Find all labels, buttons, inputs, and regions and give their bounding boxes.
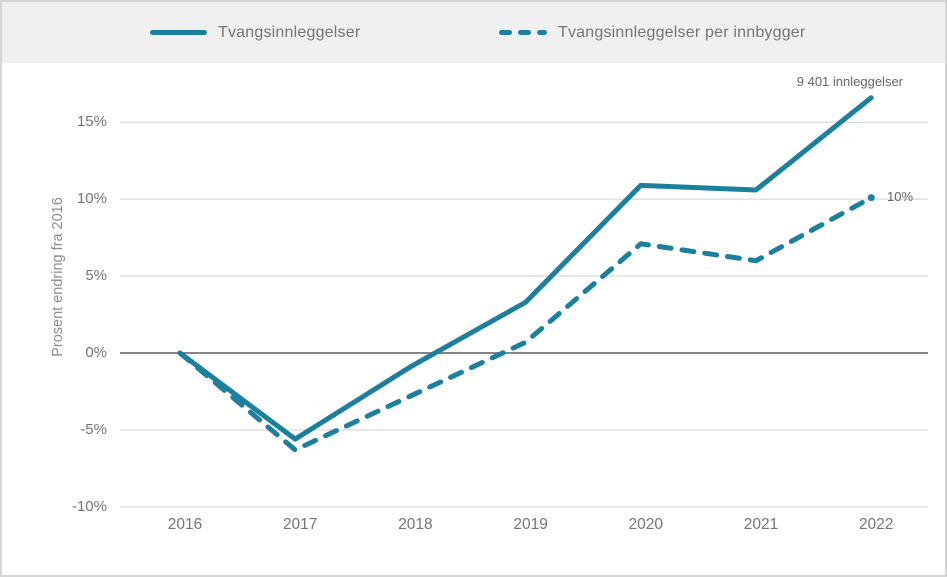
legend-item-tvangsinnleggelser: Tvangsinnleggelser [150, 24, 360, 42]
legend-label: Tvangsinnleggelser per innbygger [558, 23, 806, 41]
annotation-9401-innleggelser: 9 401 innleggelser [796, 74, 903, 89]
legend-item-tvangsinnleggelser-per-innbygger: Tvangsinnleggelser per innbygger [499, 24, 805, 42]
x-tick-label: 2020 [628, 516, 664, 533]
y-tick-label: 15% [76, 113, 107, 131]
x-tick-label: 2018 [398, 516, 433, 533]
y-tick-label: -5% [80, 420, 107, 438]
x-tick-label: 2016 [167, 516, 203, 533]
series-line-dashed [177, 195, 874, 453]
y-tick-label: -10% [71, 497, 107, 515]
series-end-point [867, 194, 875, 202]
y-tick-label: 10% [76, 190, 107, 208]
x-tick-label: 2022 [858, 516, 894, 533]
solid-line-swatch-icon [150, 30, 207, 35]
legend: Tvangsinnleggelser Tvangsinnleggelser pe… [2, 2, 945, 63]
y-tick-label: 0% [85, 344, 107, 361]
annotation-10-percent: 10% [887, 189, 914, 204]
x-tick-label: 2019 [513, 516, 548, 533]
legend-label: Tvangsinnleggelser [218, 23, 361, 41]
y-tick-label: 5% [85, 267, 107, 285]
series-line-solid [177, 95, 874, 442]
dashed-line-swatch-icon [499, 30, 547, 35]
x-tick-label: 2021 [743, 516, 779, 533]
x-tick-label: 2017 [282, 516, 318, 533]
